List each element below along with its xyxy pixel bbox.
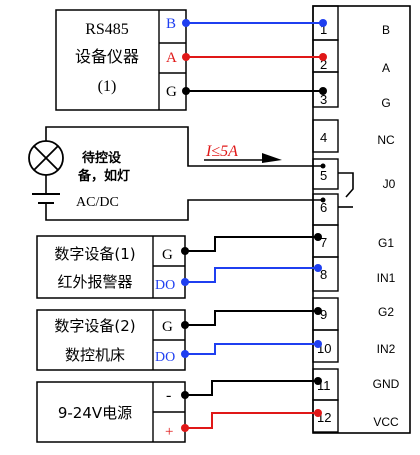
terminal-labels: B A G NC J0 G1 IN1 G2 IN2 GND VCC (373, 23, 400, 429)
dot-vcc-right (314, 409, 322, 417)
terminal-cell-10 (312, 329, 339, 363)
terminal-label-in2: IN2 (377, 342, 396, 356)
wire-g2 (185, 310, 318, 326)
digital-device-2-name: 数字设备(2) (54, 317, 135, 335)
dot-gnd-right (314, 377, 322, 385)
terminal-cell-4 (312, 119, 339, 153)
terminal-numbers: 1 2 3 4 5 6 7 8 9 10 11 12 (317, 22, 331, 425)
digital-device-2: 数字设备(2) 数控机床 G DO (36, 309, 186, 371)
wire-g-dot-left (182, 87, 190, 95)
terminal-number-3: 3 (320, 92, 327, 107)
dot-g1-left (181, 247, 189, 255)
terminal-number-9: 9 (320, 307, 327, 322)
dot-g2-right (314, 307, 322, 315)
rs485-port-g: G (166, 84, 177, 100)
terminal-label-gnd: GND (373, 377, 400, 391)
digital-device-1-port-g: G (162, 247, 173, 263)
wire-b-dot-left (182, 19, 190, 27)
lamp-wire-top (45, 126, 323, 167)
lamp-icon-cross-2 (33, 145, 59, 171)
terminal-label-in1: IN1 (377, 271, 396, 285)
dot-vcc-left (181, 424, 189, 432)
wire-a-dot-right (319, 53, 327, 61)
terminal5-dot (320, 163, 326, 169)
terminal-block: 1 2 3 4 5 6 7 8 9 10 11 12 B A G NC J0 G… (312, 5, 411, 434)
wire-gnd (185, 380, 318, 396)
terminal-label-j0: J0 (383, 177, 396, 191)
current-limit-label: I≤5A (205, 143, 238, 160)
rs485-device: RS485 设备仪器 (1) B A G (55, 9, 187, 111)
terminal-cell-12 (312, 399, 339, 433)
wire-g-dot-right (319, 87, 327, 95)
power-supply-label: 9-24V电源 (58, 404, 132, 422)
wire-b-dot-right (319, 19, 327, 27)
terminal-cell-8 (312, 256, 339, 292)
rs485-port-b: B (166, 16, 176, 32)
terminal-number-1: 1 (320, 22, 327, 37)
digital-device-2-port-g: G (162, 319, 173, 335)
terminal-number-6: 6 (320, 200, 327, 215)
digital-device-2-port-do: DO (155, 350, 175, 365)
wire-vcc (185, 412, 318, 429)
rs485-device-name: 设备仪器 (75, 47, 139, 66)
current-arrow-head (262, 153, 282, 163)
dot-in1-right (314, 264, 322, 272)
terminal-cell-3 (312, 71, 339, 108)
lamp-label-line1: 待控设 (81, 150, 122, 166)
io-wires (185, 236, 318, 429)
terminal-number-8: 8 (320, 267, 327, 282)
terminal-label-vcc: VCC (373, 415, 399, 429)
digital-device-1-port-do: DO (155, 278, 175, 293)
rs485-device-title: RS485 (85, 21, 129, 38)
wire-a-dot-left (182, 53, 190, 61)
lamp-wire-bottom (45, 199, 323, 221)
terminal-label-g: G (381, 96, 390, 110)
terminal-label-b: B (382, 23, 390, 37)
terminal-number-cells (312, 5, 339, 433)
terminal-label-nc: NC (377, 133, 395, 147)
rs485-device-index: (1) (98, 78, 117, 95)
dot-g2-left (181, 321, 189, 329)
terminal-number-2: 2 (320, 57, 327, 72)
dot-in2-left (181, 350, 189, 358)
terminal-number-4: 4 (320, 130, 327, 145)
power-supply: 9-24V电源 - + (36, 381, 186, 443)
io-wire-dots (181, 233, 322, 432)
rs485-wires (182, 19, 327, 95)
digital-device-1-name: 数字设备(1) (54, 245, 135, 263)
terminal-label-g2: G2 (378, 305, 394, 319)
wire-in2 (185, 343, 318, 355)
digital-device-1: 数字设备(1) 红外报警器 G DO (36, 235, 186, 299)
terminal-cell-5 (312, 158, 339, 190)
dot-in1-left (181, 278, 189, 286)
power-supply-minus: - (166, 387, 171, 404)
wire-in1 (185, 267, 318, 283)
wire-g1 (185, 236, 318, 252)
power-supply-label: AC/DC (76, 195, 119, 210)
dot-g1-right (314, 233, 322, 241)
relay-contact-symbol (338, 172, 354, 198)
digital-device-2-type: 数控机床 (65, 346, 125, 364)
terminal6-dot (320, 197, 326, 203)
terminal-number-5: 5 (320, 168, 327, 183)
digital-device-1-box (36, 235, 186, 299)
lamp-circuit: 待控设 备，如灯 AC/DC I≤5A (28, 126, 326, 221)
power-supply-plus: + (165, 424, 173, 440)
rs485-port-a: A (166, 50, 177, 66)
dot-gnd-left (181, 391, 189, 399)
digital-device-1-type: 红外报警器 (57, 273, 132, 291)
terminal-number-7: 7 (320, 235, 327, 250)
dot-in2-right (314, 340, 322, 348)
terminal-label-g1: G1 (378, 236, 394, 250)
terminal-label-a: A (382, 61, 390, 75)
lamp-label-line2: 备，如灯 (77, 168, 130, 184)
